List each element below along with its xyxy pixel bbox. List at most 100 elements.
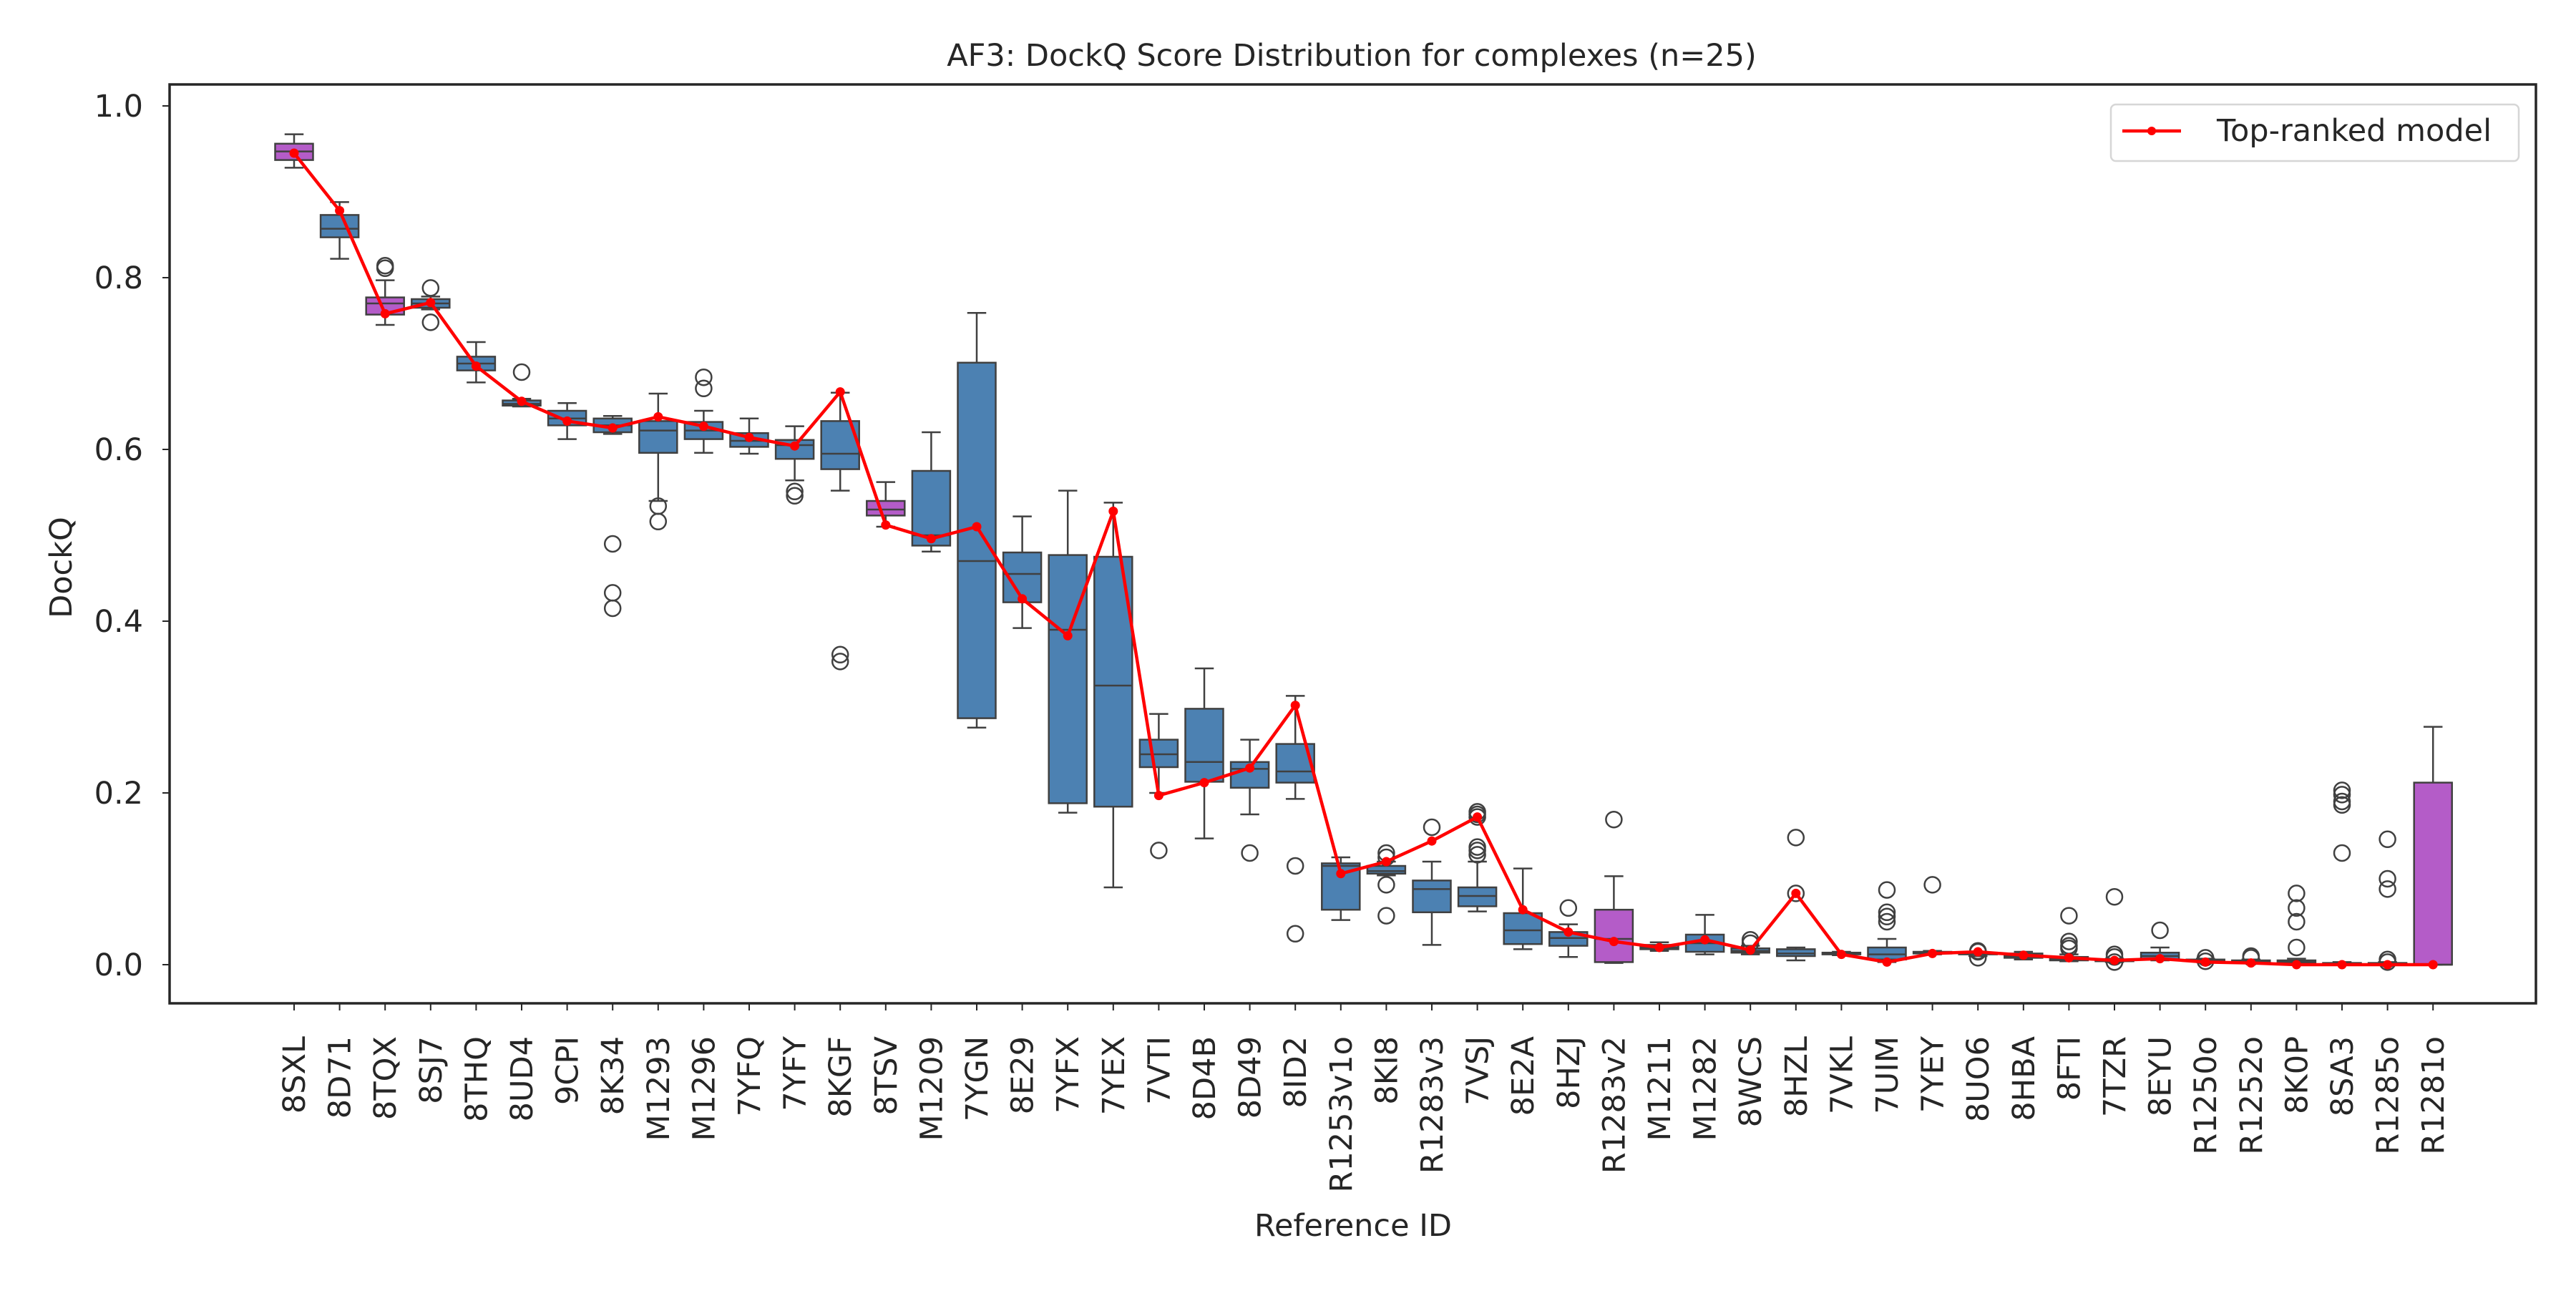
outlier-point	[695, 368, 713, 386]
x-tick-label: 8UD4	[504, 1036, 540, 1121]
x-tick-label: 8HZJ	[1551, 1036, 1587, 1109]
box-iqr	[319, 214, 360, 238]
x-tick-label: 8ID2	[1278, 1036, 1314, 1109]
x-tick-label: 8E2A	[1506, 1036, 1541, 1116]
outlier-point	[831, 646, 849, 664]
outlier-point	[2105, 953, 2124, 971]
outlier-point	[1923, 876, 1941, 894]
top-ranked-point	[2064, 953, 2074, 963]
outlier-point	[421, 313, 440, 331]
outlier-point	[2288, 912, 2306, 931]
x-tick-label: 8TQX	[368, 1036, 404, 1120]
box-iqr	[957, 361, 997, 719]
box-iqr	[2413, 781, 2453, 966]
outlier-point	[1559, 899, 1578, 917]
top-ranked-point	[1427, 836, 1437, 846]
box-8hzl	[1776, 829, 1816, 962]
top-ranked-point	[562, 416, 572, 426]
box-iqr	[638, 420, 678, 454]
x-tick-label: 8D4B	[1187, 1036, 1223, 1120]
legend: Top-ranked model	[2109, 103, 2520, 162]
outlier-point	[1878, 907, 1896, 926]
top-ranked-point	[471, 361, 481, 371]
outlier-point	[1878, 903, 1896, 922]
outlier-point	[695, 379, 713, 398]
outlier-point	[2333, 786, 2351, 804]
x-tick-label: R1283v3	[1415, 1036, 1450, 1174]
y-axis-label: DockQ	[44, 517, 79, 618]
x-tick-label: 8SXL	[277, 1036, 313, 1114]
x-tick-label: 8KGF	[823, 1036, 859, 1118]
box-iqr	[911, 469, 952, 547]
box-8d4b	[1184, 667, 1224, 839]
outlier-point	[603, 599, 622, 618]
outlier-point	[2333, 796, 2351, 814]
boxes-layer	[274, 133, 2453, 971]
top-ranked-point	[926, 534, 936, 544]
outlier-point	[2379, 830, 2396, 849]
x-tick-label: R1283v2	[1596, 1036, 1632, 1174]
legend-marker-swatch	[2147, 127, 2156, 135]
x-tick-label: 7YEX	[1096, 1036, 1132, 1115]
outlier-point	[1286, 857, 1304, 875]
top-ranked-point	[517, 396, 527, 406]
outlier-point	[1468, 842, 1486, 859]
x-tick-label: 7TZR	[2097, 1036, 2133, 1117]
y-tick-label: 0.6	[94, 432, 143, 468]
outlier-point	[1377, 907, 1395, 925]
top-ranked-point	[1609, 937, 1619, 947]
x-tick-label: R1281o	[2416, 1036, 2451, 1155]
x-tick-label: 8FTI	[2051, 1036, 2087, 1101]
y-axis: 0.0 0.2 0.4 0.6 0.8 1.0	[94, 89, 170, 983]
outlier-point	[1286, 925, 1304, 943]
top-ranked-point	[1336, 869, 1346, 879]
top-ranked-line-layer	[289, 148, 2438, 970]
top-ranked-point	[881, 520, 891, 530]
outlier-point	[421, 279, 440, 297]
x-tick-label: 8HBA	[2006, 1036, 2042, 1121]
top-ranked-point	[835, 387, 845, 397]
outlier-point	[2333, 844, 2351, 862]
outlier-point	[2288, 899, 2306, 917]
outlier-point	[2288, 885, 2306, 902]
top-ranked-point	[744, 432, 754, 442]
top-ranked-point	[1381, 857, 1391, 867]
box-iqr	[1048, 554, 1088, 804]
x-axis-label: Reference ID	[1254, 1208, 1452, 1244]
box-r1281o	[2413, 726, 2453, 966]
top-ranked-point	[1199, 778, 1209, 788]
outlier-point	[2151, 921, 2169, 940]
box-8e2a	[1503, 867, 1543, 950]
x-tick-label: M1209	[914, 1036, 950, 1141]
x-tick-label: 8TSV	[869, 1036, 904, 1115]
box-iqr	[1366, 864, 1407, 875]
x-tick-label: 7YGN	[960, 1036, 995, 1121]
x-tick-label: 7YEY	[1916, 1036, 1951, 1113]
x-tick-label: 8SA3	[2325, 1036, 2361, 1116]
top-ranked-point	[335, 205, 345, 215]
top-ranked-point	[1290, 701, 1300, 711]
top-ranked-point	[426, 298, 436, 308]
top-ranked-point	[2383, 960, 2393, 970]
x-tick-label: 8D71	[323, 1036, 358, 1119]
top-ranked-line	[293, 152, 2434, 967]
box-7ygn	[957, 311, 997, 729]
y-tick-label: 0.4	[94, 604, 143, 640]
outlier-point	[1605, 810, 1623, 829]
outlier-point	[2379, 880, 2396, 898]
x-tick-label: M1282	[1688, 1036, 1724, 1141]
top-ranked-point	[380, 308, 390, 318]
top-ranked-point	[1108, 506, 1118, 516]
x-tick-label: R1253v1o	[1324, 1036, 1360, 1192]
top-ranked-point	[1245, 763, 1255, 773]
x-axis: 8SXL 8D71 8TQX 8SJ7 8THQ 8UD4 9CPI 8K34 M1293 M12…	[277, 1003, 2451, 1192]
outlier-point	[1878, 881, 1896, 899]
x-tick-label: M1296	[686, 1036, 722, 1141]
x-tick-label: R1250o	[2188, 1036, 2224, 1155]
top-ranked-point	[1791, 888, 1801, 898]
outlier-point	[649, 512, 668, 531]
x-tick-label: 7VSJ	[1460, 1036, 1496, 1106]
box-8id2	[1275, 695, 1315, 943]
top-ranked-point	[1700, 935, 1710, 945]
